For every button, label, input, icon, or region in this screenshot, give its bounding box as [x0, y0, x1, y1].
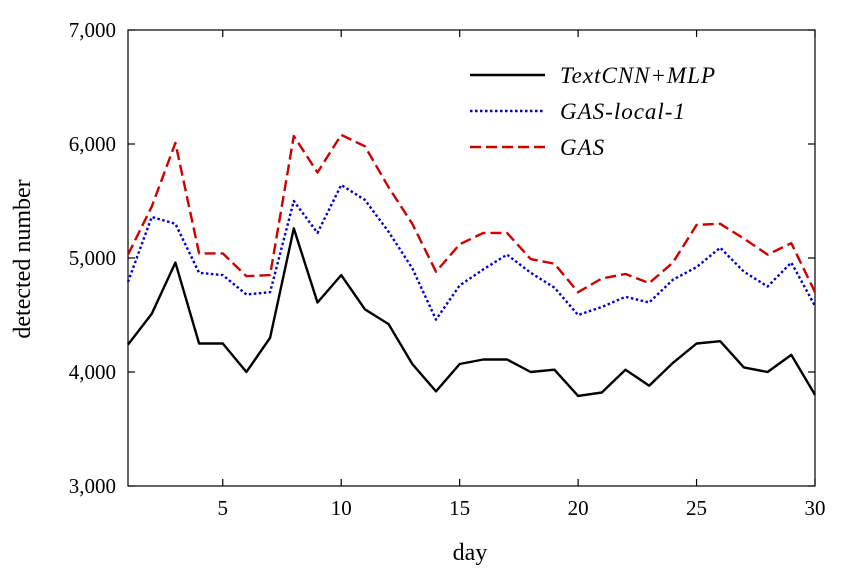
x-tick-label: 15	[449, 496, 470, 520]
x-tick-label: 25	[686, 496, 707, 520]
x-axis-title: day	[453, 540, 488, 566]
series-line-textcnn-mlp	[127, 227, 817, 398]
x-tick-label: 30	[805, 496, 826, 520]
axes-layer: 3,000 4,000 5,000 6,000 7,000 5 10 15 20 25 30	[69, 18, 826, 520]
series-layer	[126, 133, 817, 398]
series-line-gas	[126, 133, 817, 294]
y-tick-label: 4,000	[69, 360, 116, 384]
legend-label: TextCNN+MLP	[560, 63, 716, 88]
y-tick-label: 6,000	[69, 132, 116, 156]
x-tick-label: 10	[331, 496, 352, 520]
legend: TextCNN+MLP GAS-local-1 GAS	[470, 63, 716, 160]
plot-area	[127, 29, 816, 487]
x-tick-label: 5	[218, 496, 229, 520]
y-tick-label: 7,000	[69, 18, 116, 42]
y-tick-label: 5,000	[69, 246, 116, 270]
plot-frame	[127, 29, 816, 487]
y-tick-label: 3,000	[69, 474, 116, 498]
x-tick-label: 20	[568, 496, 589, 520]
series-line-gas-local-1	[126, 183, 817, 321]
y-axis-title: detected number	[10, 179, 36, 338]
legend-label: GAS-local-1	[560, 99, 686, 124]
legend-label: GAS	[560, 135, 605, 160]
